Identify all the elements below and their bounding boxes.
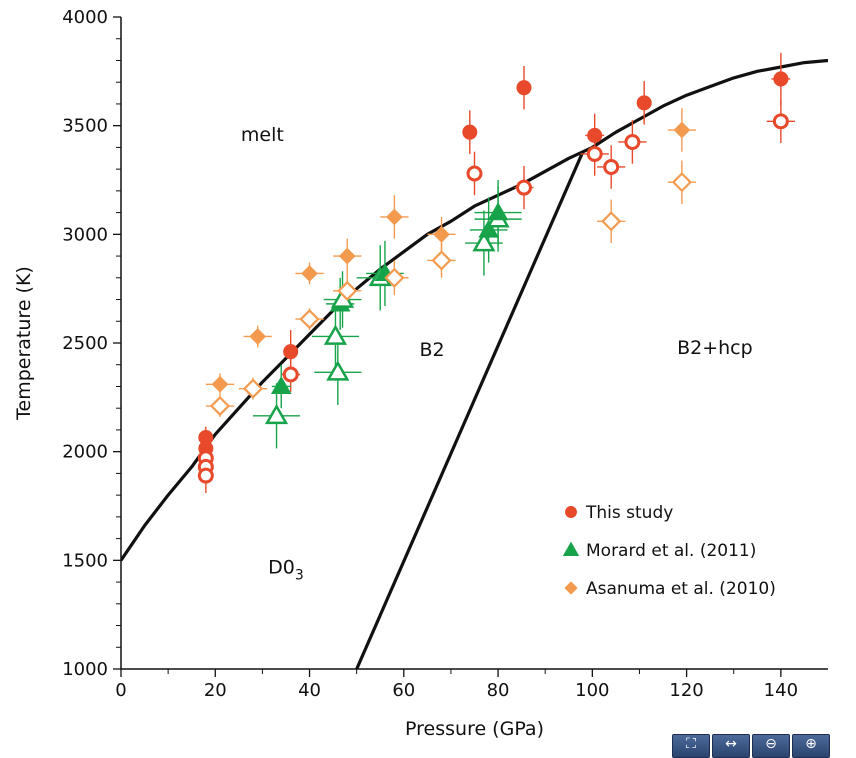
legend-entry-label: Morard et al. (2011) xyxy=(586,541,756,561)
y-tick-label: 2500 xyxy=(62,333,108,354)
data-point-diamond xyxy=(299,308,320,330)
data-markers xyxy=(197,71,789,484)
legend-marker-diamond xyxy=(564,581,578,595)
region-label-text: melt xyxy=(241,124,284,146)
axes: 0 20 40 60 80 100 120 140 1000 1500 2000 2500 3000 35… xyxy=(62,7,828,701)
legend-entry-label: This study xyxy=(585,503,673,523)
data-point-diamond xyxy=(301,265,318,282)
data-point-triangle xyxy=(326,360,350,381)
data-point-circle xyxy=(636,95,652,111)
region-label-melt: melt xyxy=(241,124,284,146)
data-point-circle xyxy=(603,158,620,175)
data-point-triangle xyxy=(264,403,289,425)
data-point-diamond xyxy=(431,250,452,271)
data-point-circle xyxy=(466,165,483,182)
data-point-diamond xyxy=(209,395,231,417)
region-label-b2hcp: B2+hcp xyxy=(677,337,753,359)
error-bars xyxy=(205,52,796,493)
legend: This study Morard et al. (2011) Asanuma et… xyxy=(562,503,776,599)
zoom-in-button[interactable]: ⊕ xyxy=(792,734,830,758)
y-axis-title: Temperature (K) xyxy=(13,266,35,421)
data-point-diamond xyxy=(386,208,403,226)
viewer-toolbar: ⛶ ↔ ⊖ ⊕ xyxy=(672,734,830,758)
x-tick-label: 0 xyxy=(115,680,126,701)
y-tick-label: 4000 xyxy=(62,7,108,28)
legend-entry-label: Asanuma et al. (2010) xyxy=(586,579,776,599)
region-label-text: D0 xyxy=(268,556,295,578)
zoom-out-button[interactable]: ⊖ xyxy=(752,734,790,758)
data-point-circle xyxy=(772,113,789,130)
phase-boundaries xyxy=(121,58,828,669)
zoom-out-icon: ⊖ xyxy=(765,736,777,752)
data-point-triangle xyxy=(478,219,499,238)
data-point-diamond xyxy=(242,378,264,399)
y-tick-label: 3500 xyxy=(62,116,108,137)
x-tick-label: 40 xyxy=(298,680,321,701)
fit-width-icon: ↔ xyxy=(725,736,737,752)
data-point-diamond xyxy=(249,328,267,345)
data-point-diamond xyxy=(337,280,358,301)
data-point-circle xyxy=(516,80,532,96)
data-point-circle xyxy=(624,133,641,150)
phase-boundary-line xyxy=(121,58,828,562)
region-label-subscript: 3 xyxy=(295,567,304,583)
data-point-triangle xyxy=(270,376,292,395)
data-point-diamond xyxy=(671,172,692,193)
x-tick-label: 80 xyxy=(487,680,510,701)
phase-boundary-line xyxy=(355,151,585,669)
data-point-circle xyxy=(283,344,299,360)
y-tick-label: 2000 xyxy=(62,442,108,463)
x-tick-label: 60 xyxy=(392,680,415,701)
data-point-diamond xyxy=(433,225,450,243)
data-point-triangle xyxy=(472,231,496,252)
data-point-circle xyxy=(462,124,478,140)
data-point-diamond xyxy=(384,267,405,288)
x-tick-label: 20 xyxy=(204,680,227,701)
region-labels: melt B2 B2+hcp D03 xyxy=(241,124,753,583)
legend-marker-circle xyxy=(565,506,577,518)
data-point-circle xyxy=(197,467,214,484)
data-point-diamond xyxy=(338,247,356,265)
data-point-triangle xyxy=(487,202,509,221)
fit-button[interactable]: ⛶ xyxy=(672,734,710,758)
data-point-diamond xyxy=(601,211,622,232)
x-axis-title: Pressure (GPa) xyxy=(405,718,544,740)
data-point-diamond xyxy=(673,121,691,139)
data-point-diamond xyxy=(211,375,229,393)
x-tick-label: 120 xyxy=(669,680,703,701)
region-label-text: B2 xyxy=(420,339,445,361)
fit-screen-icon: ⛶ xyxy=(686,736,696,752)
width-button[interactable]: ↔ xyxy=(712,734,750,758)
data-point-circle xyxy=(773,71,789,87)
data-point-circle xyxy=(282,366,299,383)
region-label-text: B2+hcp xyxy=(677,337,753,359)
data-point-circle xyxy=(587,127,603,143)
x-tick-label: 100 xyxy=(575,680,609,701)
region-label-b2: B2 xyxy=(420,339,445,361)
legend-marker-triangle xyxy=(562,541,580,557)
zoom-in-icon: ⊕ xyxy=(805,736,817,752)
y-tick-label: 1500 xyxy=(62,550,108,571)
region-label-d03: D03 xyxy=(268,556,304,583)
x-tick-label: 140 xyxy=(764,680,798,701)
data-point-triangle xyxy=(323,324,348,345)
y-tick-label: 1000 xyxy=(62,659,108,680)
y-tick-label: 3000 xyxy=(62,224,108,245)
data-point-circle xyxy=(586,145,603,162)
data-point-circle xyxy=(516,179,532,196)
